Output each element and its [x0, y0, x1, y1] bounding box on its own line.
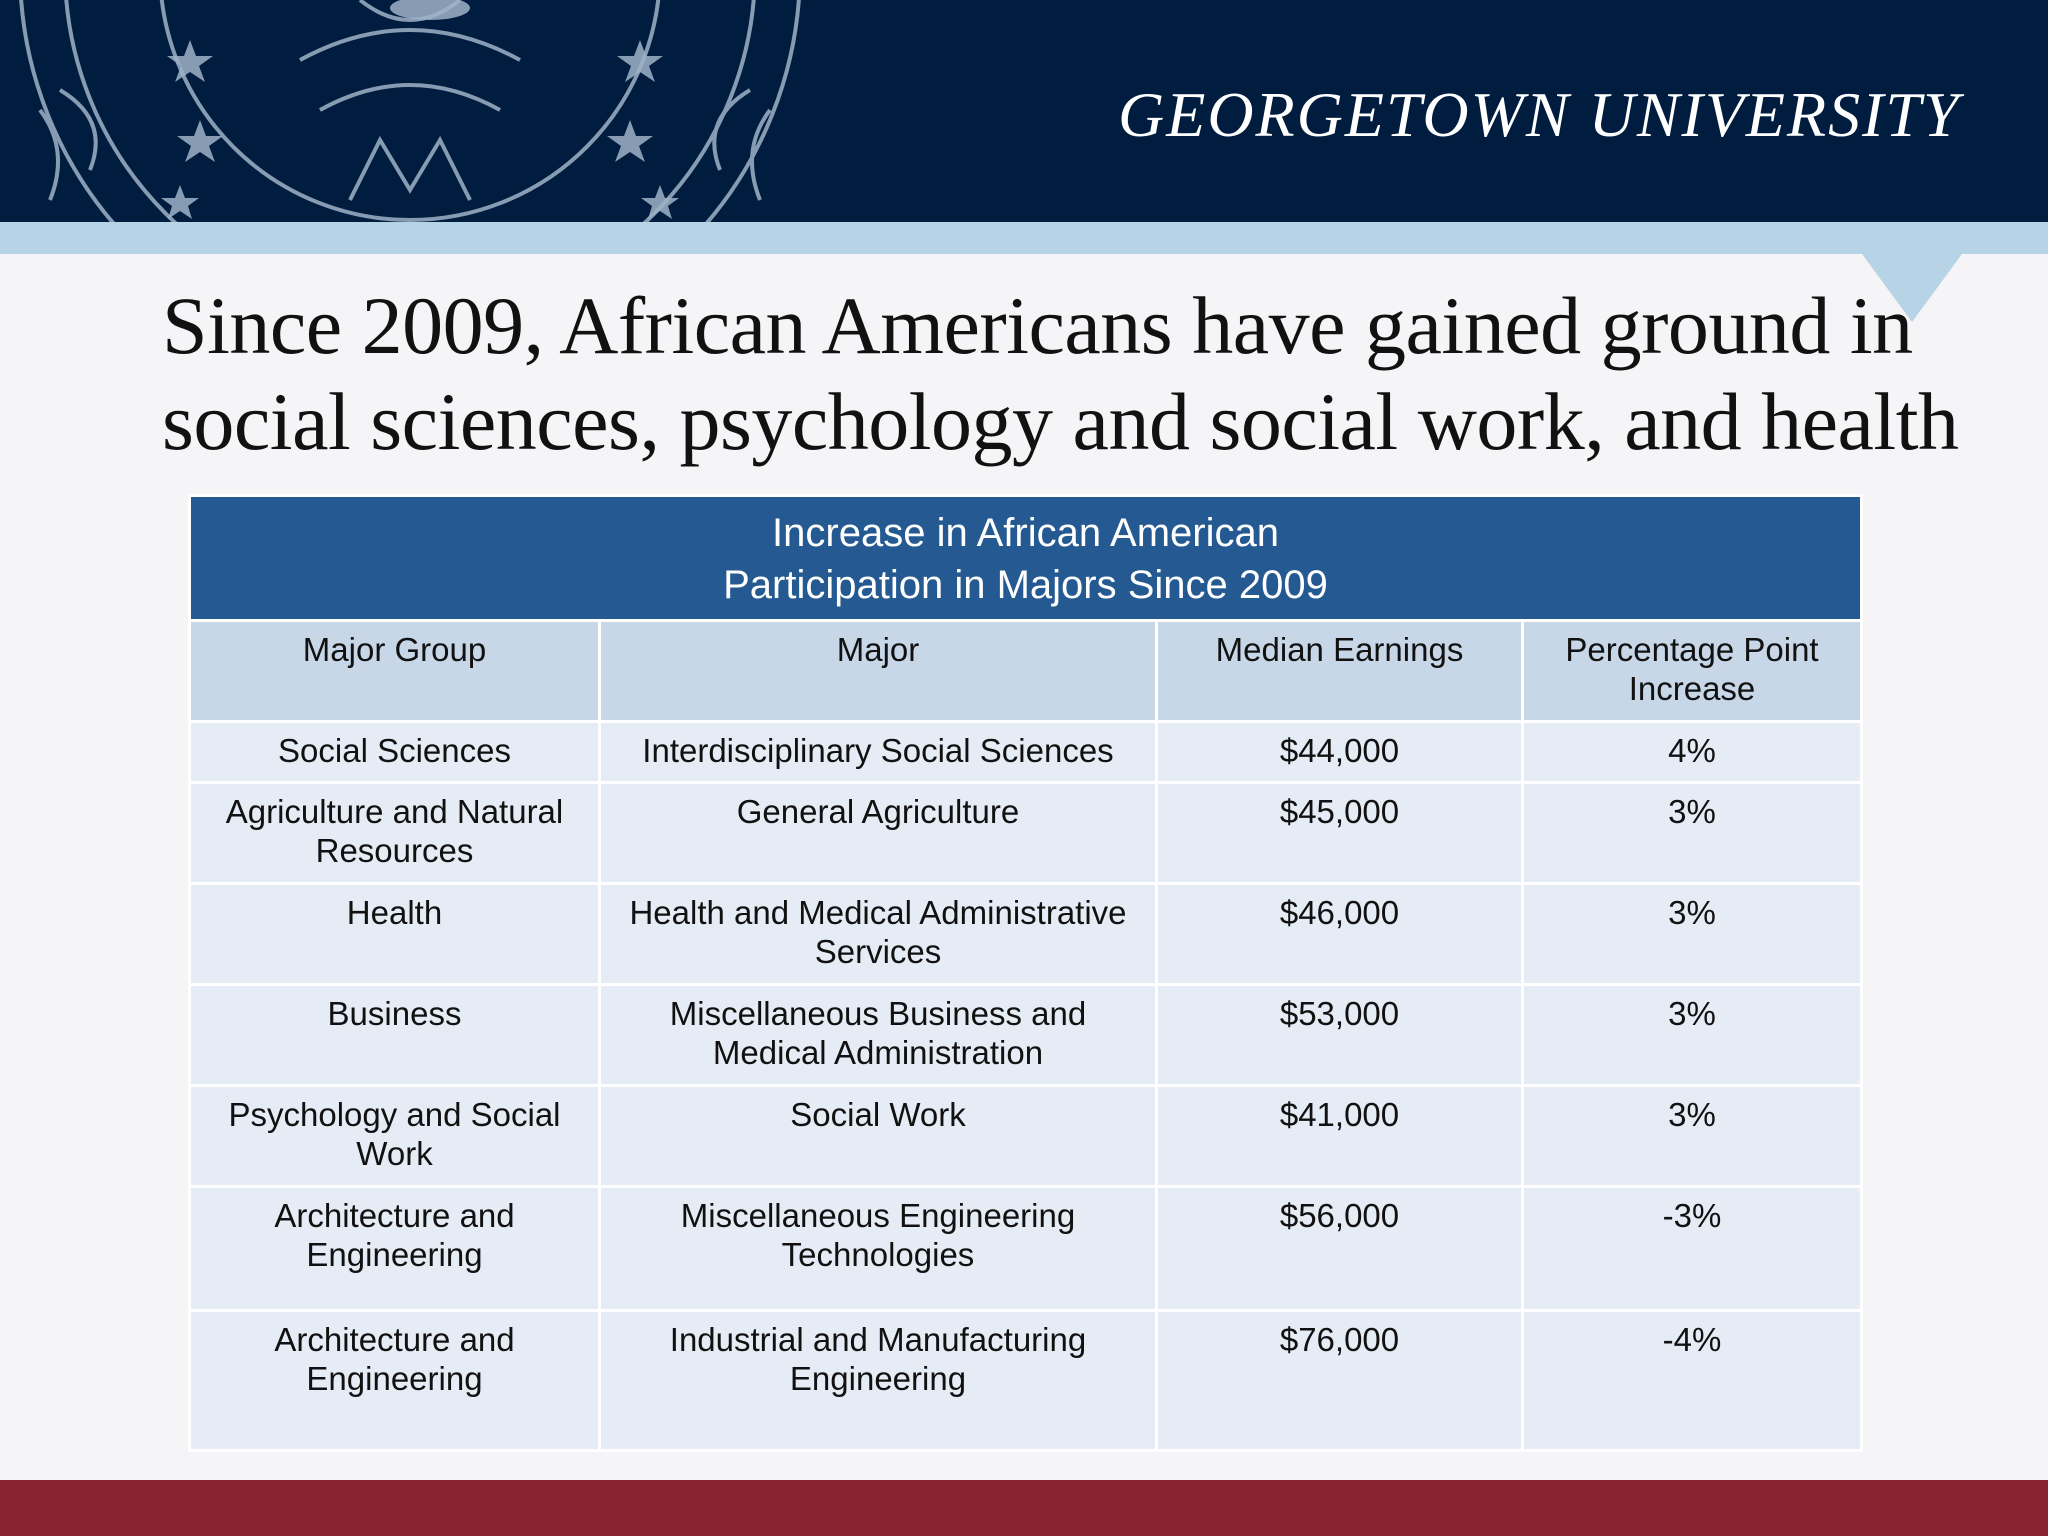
- cell-major: Health and Medical Administrative Servic…: [598, 882, 1158, 986]
- cell-median-earnings: $53,000: [1155, 983, 1524, 1087]
- column-header-major: Major: [598, 619, 1158, 723]
- cell-percentage-increase: 3%: [1520, 882, 1864, 986]
- cell-percentage-increase: 3%: [1520, 983, 1864, 1087]
- table-row: Psychology and Social Work Social Work $…: [188, 1084, 1864, 1188]
- table-caption-line-2: Participation in Majors Since 2009: [723, 563, 1328, 607]
- cell-major-group: Psychology and Social Work: [188, 1084, 601, 1188]
- cell-median-earnings: $45,000: [1155, 781, 1524, 885]
- callout-notch: [1862, 254, 1962, 322]
- university-seal-icon: [19, 0, 801, 224]
- cell-percentage-increase: 3%: [1520, 1084, 1864, 1188]
- table-row: Agriculture and Natural Resources Genera…: [188, 781, 1864, 885]
- table-row: Architecture and Engineering Industrial …: [188, 1309, 1864, 1452]
- cell-major-group: Architecture and Engineering: [188, 1309, 601, 1452]
- cell-major-group: Business: [188, 983, 601, 1087]
- cell-median-earnings: $44,000: [1155, 720, 1524, 784]
- slide-title-line-2: social sciences, psychology and social w…: [162, 376, 1959, 467]
- header-accent-band: [0, 222, 2048, 254]
- slide-title-line-1: Since 2009, African Americans have gaine…: [162, 280, 1913, 371]
- cell-median-earnings: $41,000: [1155, 1084, 1524, 1188]
- cell-major: General Agriculture: [598, 781, 1158, 885]
- cell-major-group: Agriculture and Natural Resources: [188, 781, 601, 885]
- column-header-median-earnings: Median Earnings: [1155, 619, 1524, 723]
- table-header-row: Major Group Major Median Earnings Percen…: [188, 619, 1864, 723]
- cell-percentage-increase: 3%: [1520, 781, 1864, 885]
- cell-median-earnings: $76,000: [1155, 1309, 1524, 1452]
- cell-median-earnings: $46,000: [1155, 882, 1524, 986]
- majors-table: Increase in African American Participati…: [187, 494, 1864, 1452]
- cell-major: Social Work: [598, 1084, 1158, 1188]
- university-wordmark: GEORGETOWN UNIVERSITY: [1118, 79, 1961, 150]
- header-banner: GEORGETOWN UNIVERSITY: [0, 0, 2048, 224]
- cell-major: Miscellaneous Engineering Technologies: [598, 1185, 1158, 1312]
- table-row: Social Sciences Interdisciplinary Social…: [188, 720, 1864, 784]
- cell-percentage-increase: -4%: [1520, 1309, 1864, 1452]
- column-header-major-group: Major Group: [188, 619, 601, 723]
- column-header-percentage-point-increase: Percentage Point Increase: [1520, 619, 1864, 723]
- table-row: Business Miscellaneous Business and Medi…: [188, 983, 1864, 1087]
- cell-major-group: Social Sciences: [188, 720, 601, 784]
- cell-median-earnings: $56,000: [1155, 1185, 1524, 1312]
- cell-major: Industrial and Manufacturing Engineering: [598, 1309, 1158, 1452]
- table-row: Architecture and Engineering Miscellaneo…: [188, 1185, 1864, 1312]
- table-row: Health Health and Medical Administrative…: [188, 882, 1864, 986]
- cell-major: Miscellaneous Business and Medical Admin…: [598, 983, 1158, 1087]
- table-caption-line-1: Increase in African American: [772, 511, 1279, 555]
- footer-bar: [0, 1480, 2048, 1536]
- table-caption: Increase in African American Participati…: [187, 494, 1864, 622]
- cell-major-group: Health: [188, 882, 601, 986]
- cell-percentage-increase: -3%: [1520, 1185, 1864, 1312]
- slide-title: Since 2009, African Americans have gaine…: [162, 278, 1959, 470]
- cell-major-group: Architecture and Engineering: [188, 1185, 601, 1312]
- cell-major: Interdisciplinary Social Sciences: [598, 720, 1158, 784]
- cell-percentage-increase: 4%: [1520, 720, 1864, 784]
